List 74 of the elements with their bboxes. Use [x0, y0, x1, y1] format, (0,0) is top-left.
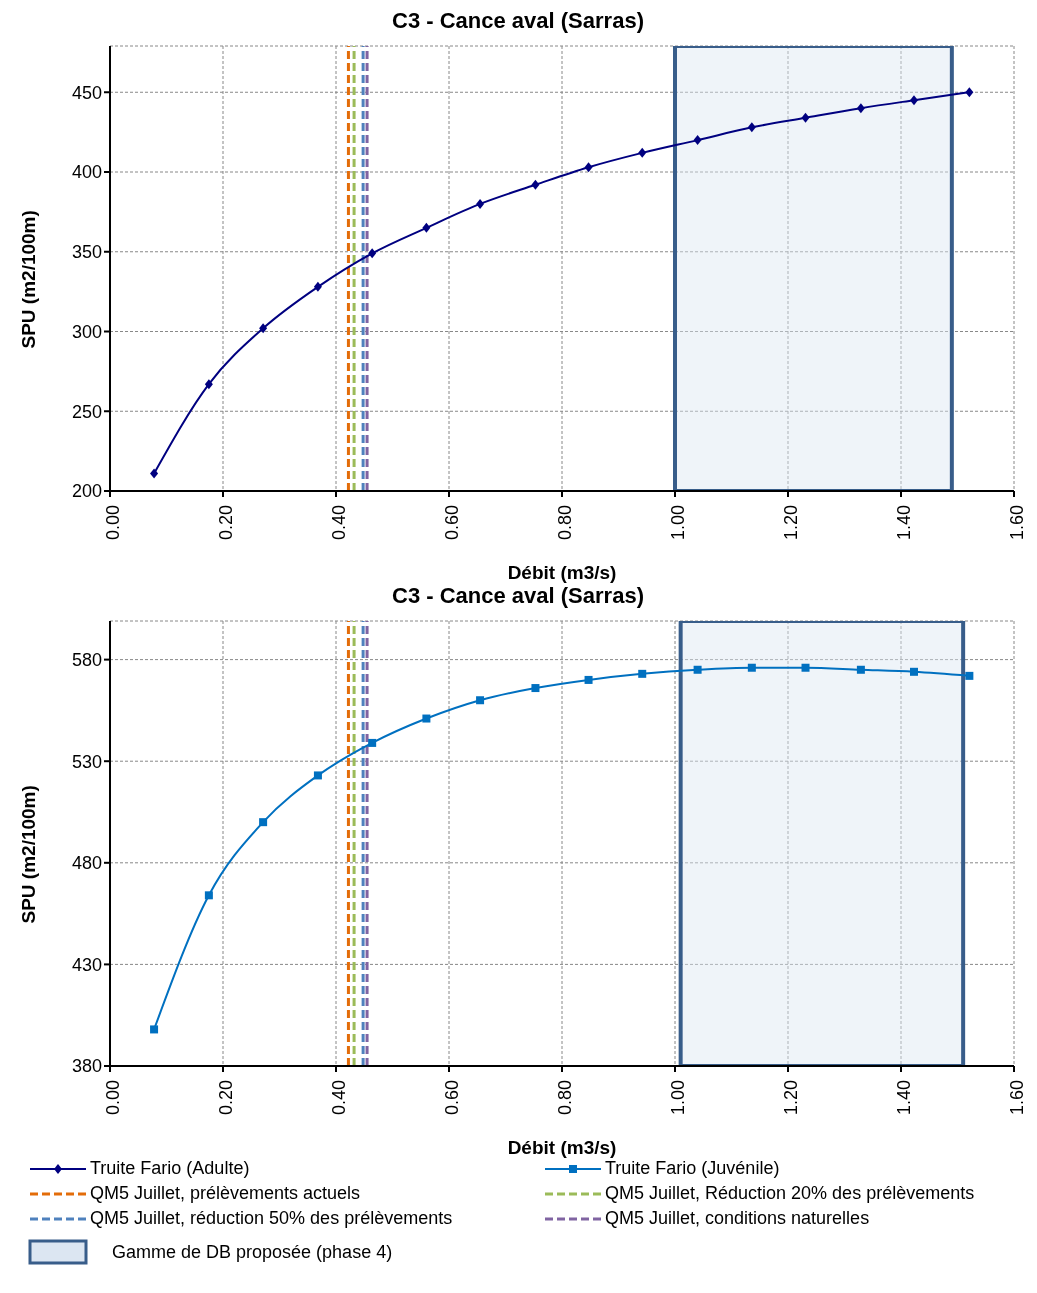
- point: [693, 135, 702, 146]
- x-tick-label: 0.00: [102, 505, 123, 541]
- x-tick-label: 0.60: [441, 505, 462, 541]
- y-axis-title: SPU (m2/100m): [17, 210, 39, 349]
- x-tick-label: 0.80: [554, 1080, 575, 1116]
- point: [801, 112, 810, 123]
- point: [368, 248, 377, 259]
- y-tick-label: 250: [71, 401, 102, 422]
- point: [638, 147, 647, 158]
- x-tick-label: 1.60: [1006, 505, 1027, 541]
- point: [204, 379, 213, 390]
- x-tick-label: 0.80: [554, 505, 575, 541]
- x-tick-label: 1.40: [893, 505, 914, 541]
- point: [150, 468, 159, 479]
- y-tick-label: 580: [71, 650, 102, 670]
- point: [422, 714, 431, 723]
- y-tick-label: 300: [71, 321, 102, 342]
- legend-label: QM5 Juillet, Réduction 20% des prélèvements: [605, 1183, 975, 1204]
- x-tick-label: 0.20: [215, 1080, 236, 1116]
- y-tick-label: 400: [71, 162, 102, 183]
- x-tick-label: 1.20: [780, 1080, 801, 1116]
- y-axis-title: SPU (m2/100m): [17, 785, 39, 924]
- x-tick-label: 1.60: [1006, 1080, 1027, 1116]
- point: [801, 663, 810, 672]
- legend-label: QM5 Juillet, conditions naturelles: [605, 1208, 870, 1229]
- x-tick-label: 0.40: [328, 505, 349, 541]
- x-tick-label: 1.00: [667, 1080, 688, 1116]
- point: [476, 696, 485, 705]
- legend-label: QM5 Juillet, réduction 50% des prélèvements: [90, 1208, 453, 1229]
- x-tick-label: 1.20: [780, 505, 801, 541]
- point: [693, 665, 702, 674]
- point: [476, 198, 485, 209]
- point: [204, 891, 213, 900]
- point: [368, 738, 377, 747]
- legend-label: Truite Fario (Juvénile): [605, 1158, 780, 1179]
- y-tick-label: 200: [71, 481, 102, 502]
- legend-label: Truite Fario (Adulte): [90, 1158, 250, 1179]
- point: [150, 1025, 159, 1034]
- point: [531, 684, 540, 693]
- x-tick-label: 1.00: [667, 505, 688, 541]
- legend-label: QM5 Juillet, prélèvements actuels: [90, 1183, 361, 1204]
- y-tick-label: 450: [71, 82, 102, 103]
- x-tick-label: 0.20: [215, 505, 236, 541]
- y-tick-label: 430: [71, 954, 102, 975]
- x-axis-title: Débit (m3/s): [507, 562, 617, 583]
- x-tick-label: 0.00: [102, 1080, 123, 1116]
- point: [313, 771, 322, 780]
- point: [638, 669, 647, 678]
- y-tick-label: 480: [71, 853, 102, 874]
- point: [965, 87, 974, 98]
- x-tick-label: 1.40: [893, 1080, 914, 1116]
- chart-title: C3 - Cance aval (Sarras): [391, 583, 645, 610]
- point: [747, 663, 756, 672]
- x-tick-label: 0.40: [328, 1080, 349, 1116]
- point: [965, 671, 974, 680]
- point: [259, 818, 268, 827]
- point: [584, 162, 593, 173]
- point: [910, 95, 918, 106]
- y-tick-label: 350: [71, 242, 102, 263]
- point: [747, 122, 756, 133]
- point: [531, 179, 540, 190]
- point: [313, 281, 322, 292]
- point: [422, 222, 431, 233]
- point: [856, 665, 865, 674]
- x-axis-title: Débit (m3/s): [507, 1137, 617, 1158]
- y-tick-label: 530: [71, 751, 102, 772]
- legend-label: Gamme de DB proposée (phase 4): [112, 1241, 393, 1263]
- chart-title: C3 - Cance aval (Sarras): [391, 8, 645, 35]
- x-tick-label: 0.60: [441, 1080, 462, 1116]
- point: [584, 675, 593, 684]
- y-tick-label: 380: [71, 1056, 102, 1077]
- point: [259, 323, 268, 334]
- point: [910, 667, 918, 676]
- point: [856, 103, 865, 114]
